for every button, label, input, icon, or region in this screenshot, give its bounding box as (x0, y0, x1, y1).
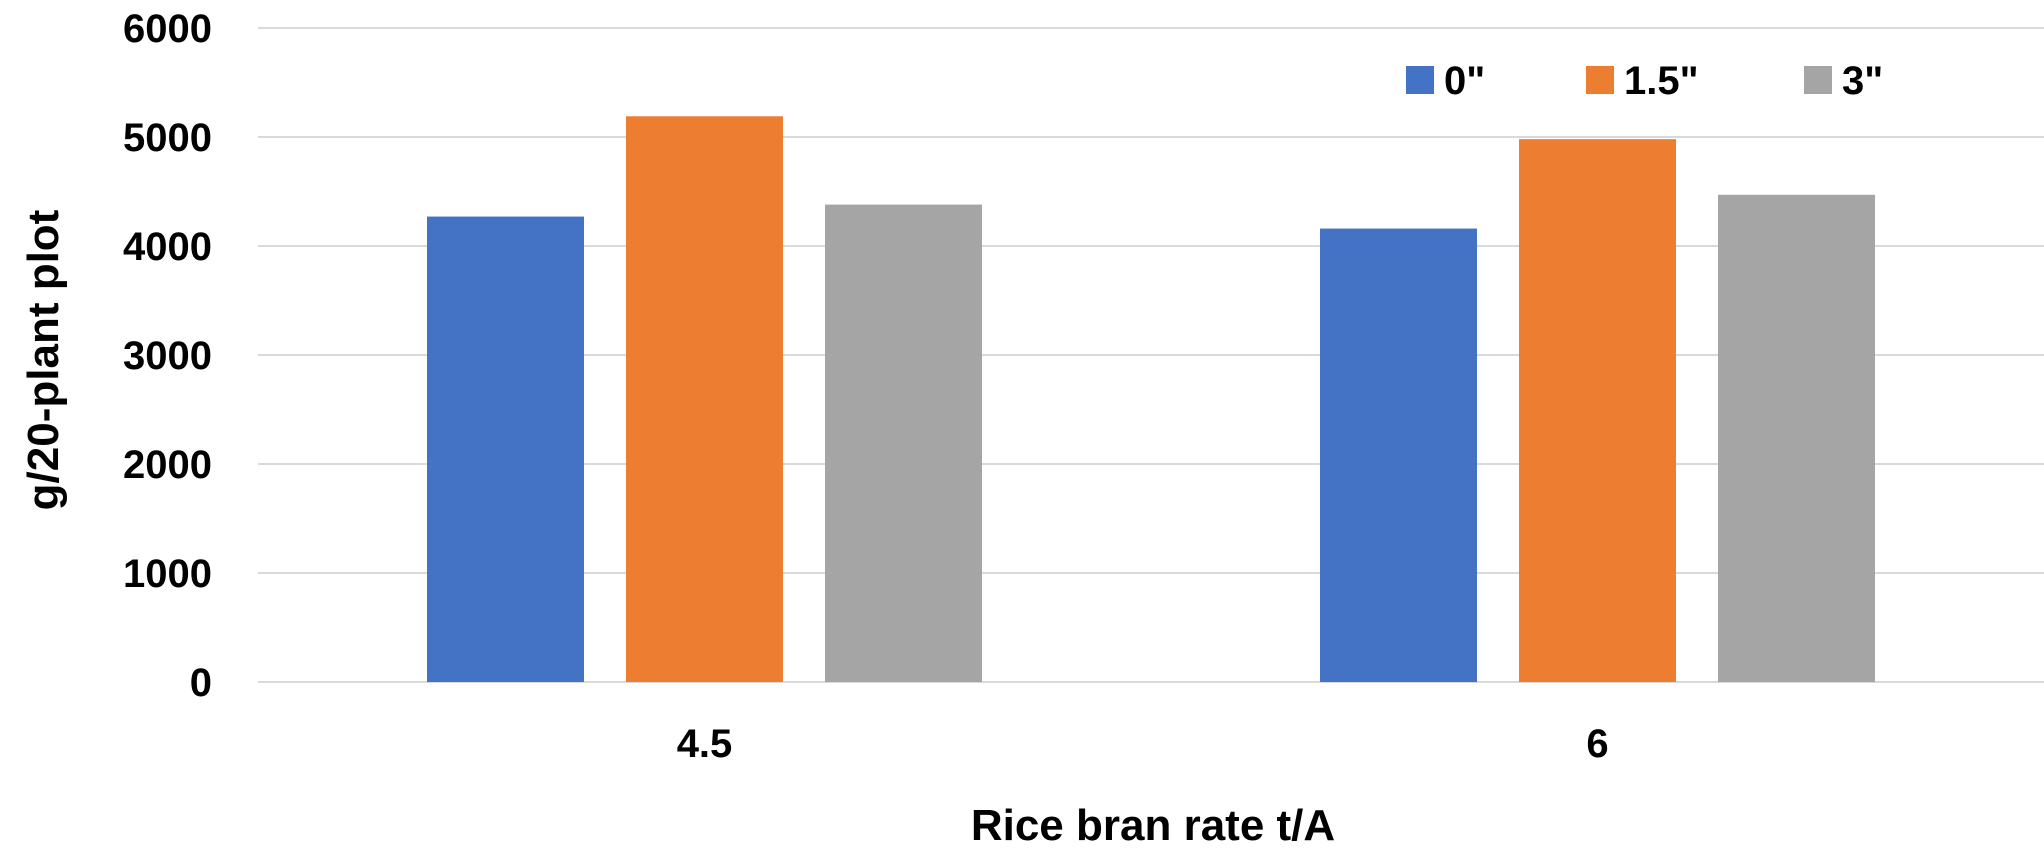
bar (427, 216, 584, 682)
y-tick-label: 0 (190, 661, 212, 705)
bar (1519, 139, 1676, 682)
y-tick-label: 4000 (123, 225, 212, 269)
legend-swatch (1406, 66, 1434, 94)
bar (825, 204, 982, 682)
y-tick-label: 2000 (123, 443, 212, 487)
bar (1320, 228, 1477, 682)
bars (427, 116, 1875, 683)
y-tick-label: 3000 (123, 334, 212, 378)
legend-label: 1.5" (1624, 59, 1699, 103)
y-tick-label: 5000 (123, 116, 212, 160)
y-axis-title: g/20-plant plot (19, 209, 68, 510)
y-axis-ticks: 0 1000 2000 3000 4000 5000 6000 (123, 7, 212, 705)
x-tick-label: 6 (1586, 722, 1608, 766)
x-tick-label: 4.5 (677, 722, 733, 766)
legend-swatch (1586, 66, 1614, 94)
bar (1718, 194, 1875, 682)
bar (626, 116, 783, 683)
legend-label: 0" (1444, 59, 1485, 103)
legend-swatch (1804, 66, 1832, 94)
legend: 0" 1.5" 3" (1406, 59, 1883, 103)
x-axis-ticks: 4.5 6 (677, 722, 1609, 766)
legend-label: 3" (1842, 59, 1883, 103)
x-axis-title: Rice bran rate t/A (971, 801, 1335, 848)
y-tick-label: 1000 (123, 552, 212, 596)
y-tick-label: 6000 (123, 7, 212, 51)
